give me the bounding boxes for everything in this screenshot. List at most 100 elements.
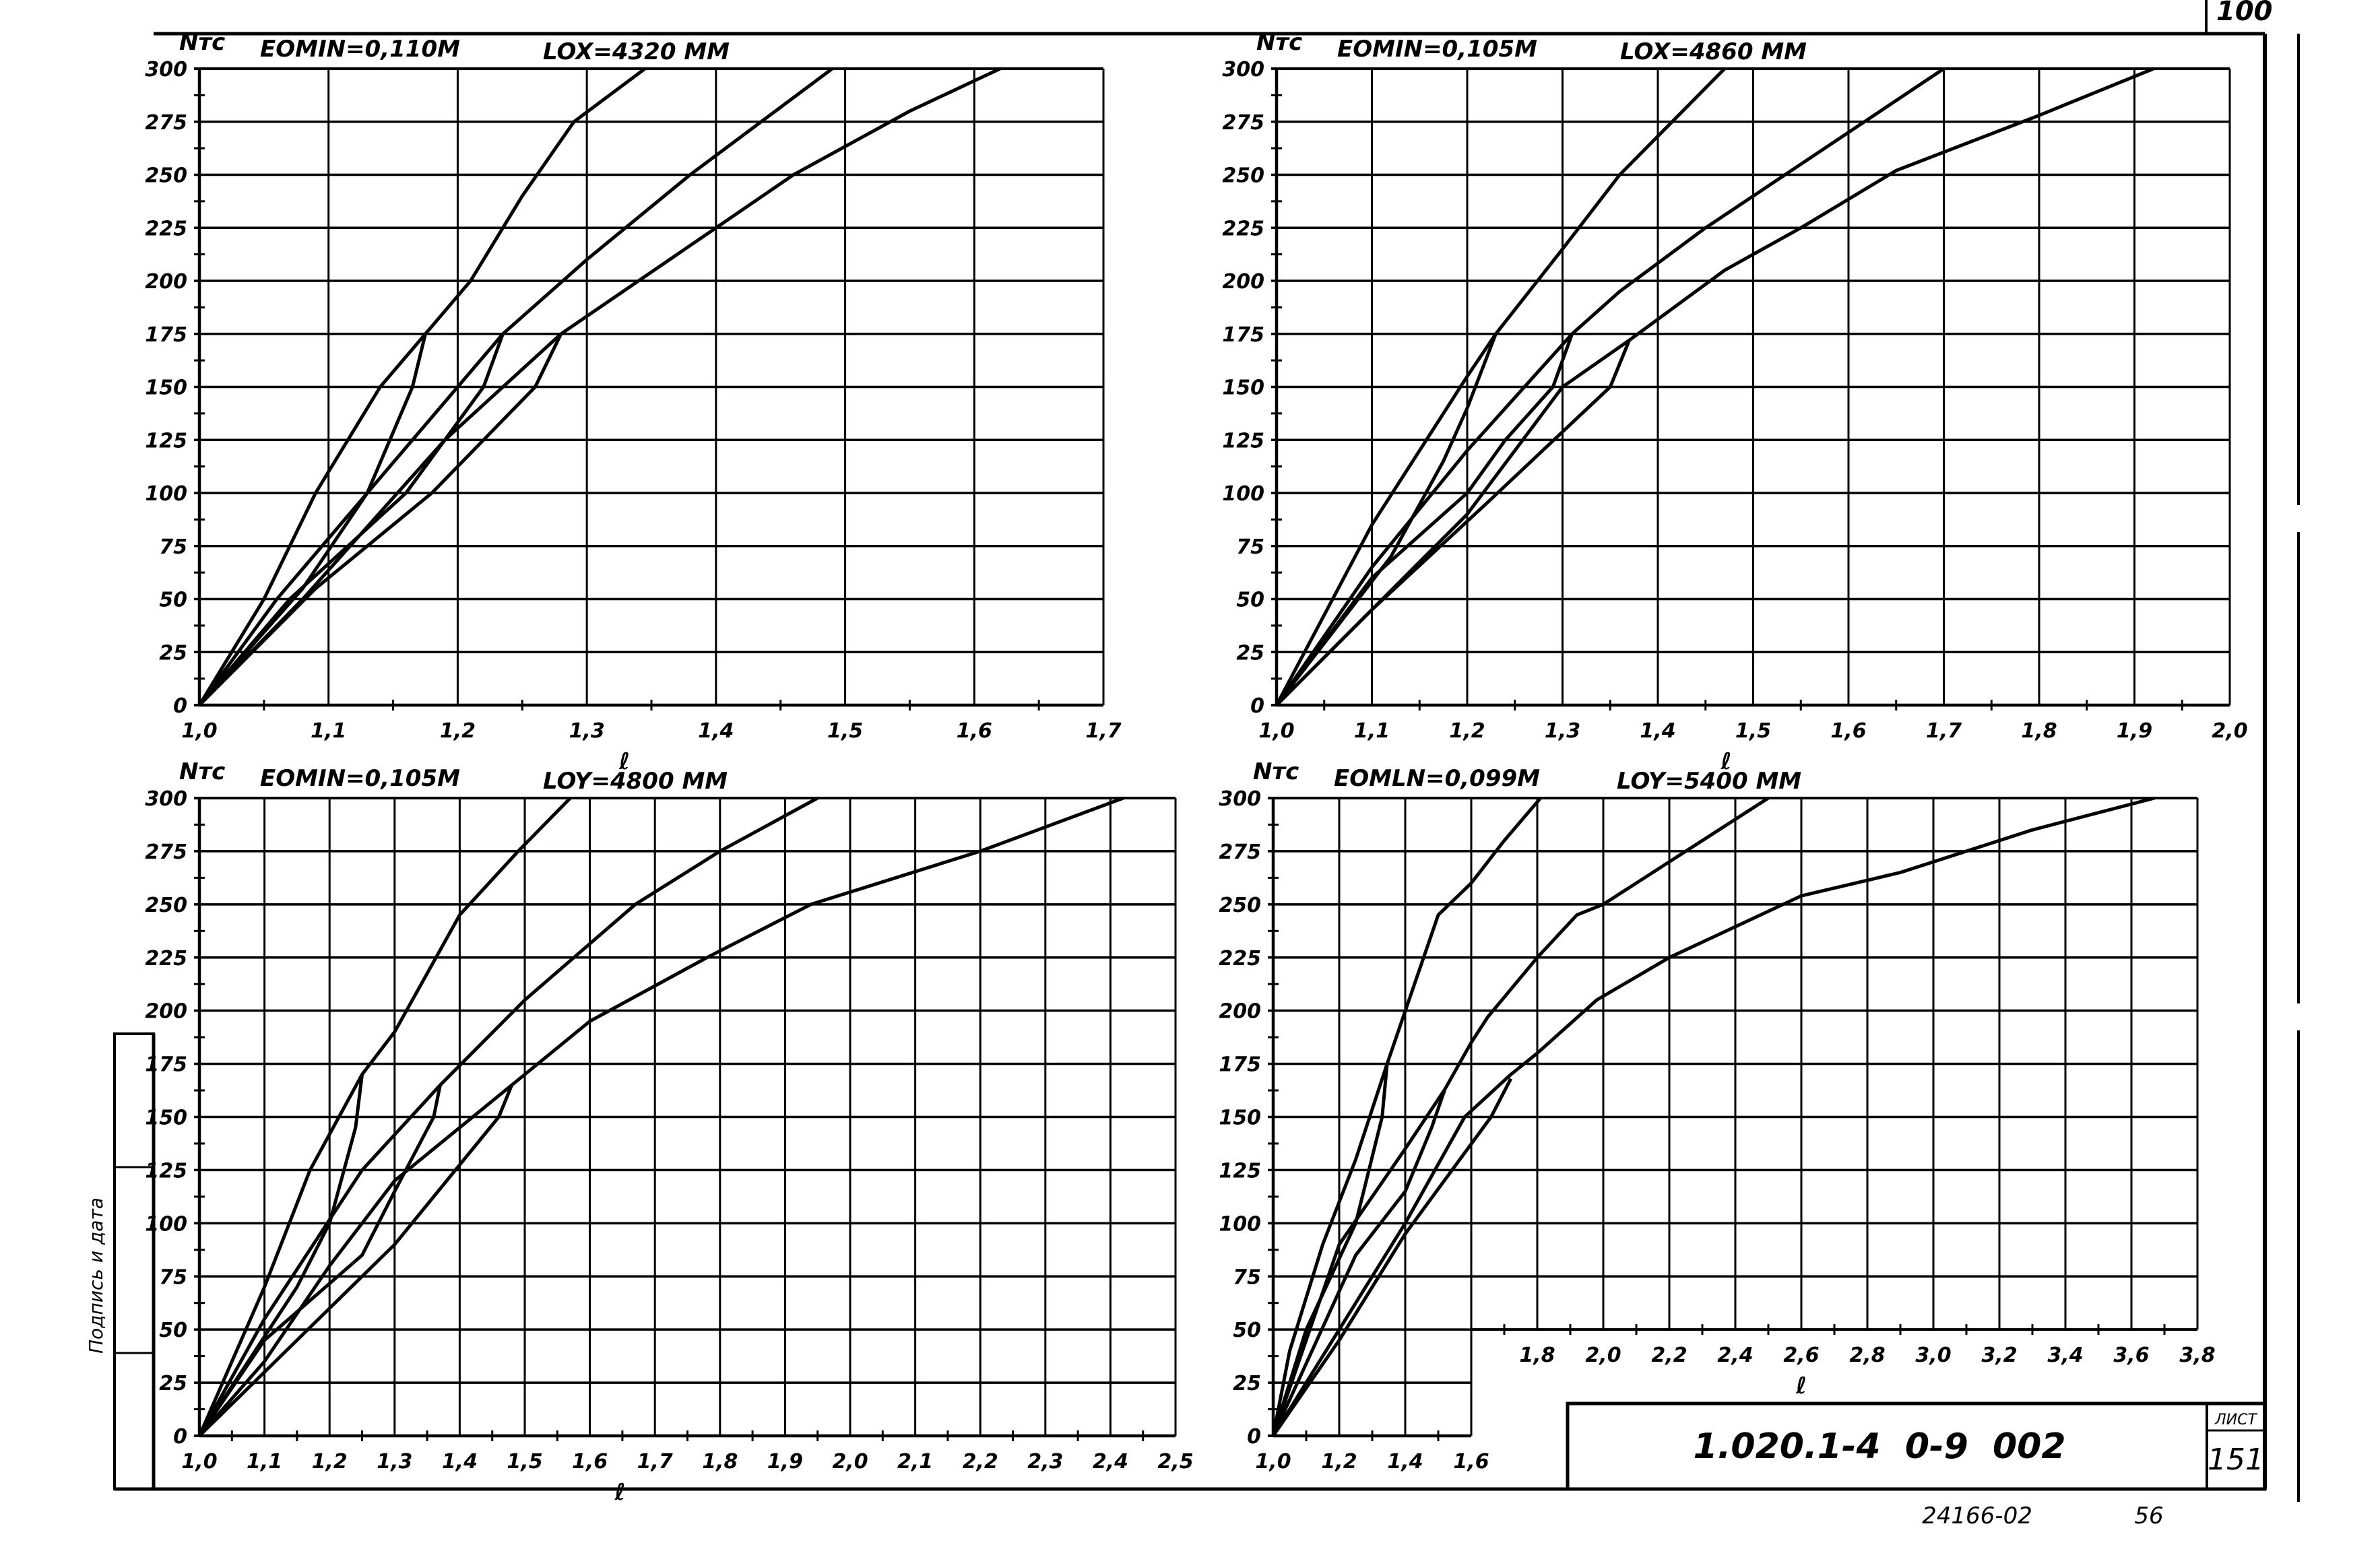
x-tick-label: 1,3 xyxy=(377,1450,412,1474)
y-tick-label: 125 xyxy=(145,1159,187,1183)
x-tick-label: 1,7 xyxy=(637,1450,673,1474)
x-tick-label: 3,8 xyxy=(2179,1344,2215,1367)
chart-4: 0 25 50 75 100 125 150 175 200 225 250 275 300 1,0 1,2… xyxy=(1219,758,2215,1474)
x-tick-label: 1,2 xyxy=(312,1450,348,1474)
x-tick-label: 1,6 xyxy=(1453,1450,1489,1474)
y-tick-label: 300 xyxy=(1222,58,1264,81)
x-tick-label: 3,4 xyxy=(2047,1344,2083,1367)
x-tick-label: 2,2 xyxy=(963,1450,998,1474)
x-tick-label: 2,4 xyxy=(1093,1450,1128,1474)
series-curve-2-branch xyxy=(1275,333,1574,706)
y-tick-label: 200 xyxy=(145,1000,187,1024)
x-tick-label: 1,3 xyxy=(1545,719,1580,743)
y-tick-label: 275 xyxy=(1222,111,1264,135)
y-tick-label: 200 xyxy=(145,270,187,294)
y-tick-label: 125 xyxy=(1219,1159,1261,1183)
x-tick-label: 1,4 xyxy=(698,719,734,743)
y-tick-label: 50 xyxy=(159,589,187,612)
y-tick-label: 50 xyxy=(1236,589,1264,612)
y-tick-label: 75 xyxy=(159,1265,187,1289)
x-tick-label: 1,2 xyxy=(440,719,476,743)
y-tick-label: 275 xyxy=(1219,840,1261,864)
y-tick-label: 125 xyxy=(145,429,187,453)
x-tick-label: 3,2 xyxy=(1981,1344,2017,1367)
x-tick-label: 1,7 xyxy=(1926,719,1962,743)
x-tick-label: 3,0 xyxy=(1915,1344,1951,1367)
x-axis-label: ℓ xyxy=(1795,1373,1807,1399)
x-tick-label: 1,4 xyxy=(442,1450,478,1474)
y-tick-label: 0 xyxy=(173,694,187,718)
title-block xyxy=(1566,1401,2267,1491)
y-tick-label: 25 xyxy=(159,1372,187,1395)
series-curve-3 xyxy=(198,796,1124,1437)
y-tick-label: 300 xyxy=(145,787,187,811)
y-tick-label: 25 xyxy=(159,641,187,665)
x-tick-label: 1,8 xyxy=(2021,719,2057,743)
y-tick-label: 250 xyxy=(145,164,187,188)
chart-2: 0 25 50 75 100 125 150 175 200 225 250 275 300 1,0 1,1… xyxy=(1222,29,2247,775)
sheet-label: ЛИСТ xyxy=(2214,1412,2257,1428)
y-tick-label: 25 xyxy=(1233,1372,1261,1395)
x-tick-label: 1,5 xyxy=(1735,719,1771,743)
archive-number: 24166-02 xyxy=(1922,1503,2032,1529)
y-tick-label: 50 xyxy=(1233,1319,1261,1342)
y-tick-label: 300 xyxy=(1219,787,1261,811)
page-number: 56 xyxy=(2134,1503,2163,1529)
y-tick-label: 150 xyxy=(145,376,187,400)
x-tick-label: 1,0 xyxy=(1255,1450,1291,1474)
x-tick-label: 1,6 xyxy=(1830,719,1866,743)
x-axis-label: ℓ xyxy=(614,1479,625,1506)
y-tick-label: 250 xyxy=(145,894,187,917)
series-curve-3 xyxy=(198,67,1001,706)
sheet-frame xyxy=(113,0,2300,1529)
chart-title: EOMIN=0,105M xyxy=(260,765,460,792)
chart-title: EOMLN=0,099M xyxy=(1334,765,1540,792)
series-curve-2-branch xyxy=(1271,1088,1447,1437)
x-tick-label: 2,1 xyxy=(897,1450,933,1474)
series-curve-3-branch xyxy=(198,333,563,706)
x-tick-label: 1,9 xyxy=(767,1450,803,1474)
x-tick-label: 2,2 xyxy=(1651,1344,1687,1367)
y-tick-label: 225 xyxy=(1222,217,1264,240)
x-tick-label: 1,2 xyxy=(1449,719,1485,743)
y-tick-label: 275 xyxy=(145,111,187,135)
y-tick-label: 0 xyxy=(1247,1425,1261,1449)
x-tick-label: 1,6 xyxy=(572,1450,608,1474)
y-tick-label: 100 xyxy=(145,482,187,506)
chart-title: EOMIN=0,110M xyxy=(260,36,460,63)
y-tick-label: 200 xyxy=(1222,270,1264,294)
x-tick-label: 1,0 xyxy=(1258,719,1294,743)
x-tick-label: 2,0 xyxy=(2212,719,2247,743)
y-tick-label: 75 xyxy=(1233,1265,1261,1289)
y-axis-label: Nтс xyxy=(179,758,225,785)
document-code: 1.020.1-4 0-9 002 xyxy=(1693,1426,2065,1467)
y-tick-label: 0 xyxy=(1250,694,1264,718)
y-axis-label: Nтс xyxy=(179,29,225,56)
series-curve-2 xyxy=(1275,67,1945,706)
y-tick-label: 250 xyxy=(1222,164,1264,188)
x-tick-label: 2,6 xyxy=(1783,1344,1819,1367)
x-tick-label: 1,6 xyxy=(957,719,992,743)
series-curve-2 xyxy=(1271,796,1770,1437)
y-tick-label: 100 xyxy=(1222,482,1264,506)
x-axis-label: ℓ xyxy=(618,748,630,775)
x-tick-label: 2,3 xyxy=(1027,1450,1063,1474)
x-tick-label: 2,0 xyxy=(1585,1344,1621,1367)
chart-subtitle: LOY=4800 MM xyxy=(543,768,728,795)
x-tick-label: 1,0 xyxy=(181,719,217,743)
series-curve-1-branch xyxy=(197,1074,364,1437)
x-tick-label: 1,0 xyxy=(181,1450,217,1474)
chart-subtitle: LOX=4860 MM xyxy=(1620,38,1807,65)
side-stamp-box xyxy=(113,1032,155,1490)
sheet-number: 151 xyxy=(2208,1443,2264,1477)
chart-3: 0 25 50 75 100 125 150 175 200 225 250 275 300 1,0 1,1… xyxy=(145,758,1193,1506)
y-tick-label: 175 xyxy=(1222,323,1264,347)
x-tick-label: 2,4 xyxy=(1717,1344,1753,1367)
y-axis-label: Nтс xyxy=(1253,758,1299,785)
y-tick-label: 175 xyxy=(145,323,187,347)
x-tick-label: 1,2 xyxy=(1321,1450,1357,1474)
y-tick-label: 75 xyxy=(159,535,187,559)
side-stamp-label: Подпись и дата xyxy=(85,1197,107,1354)
y-tick-label: 50 xyxy=(159,1319,187,1342)
